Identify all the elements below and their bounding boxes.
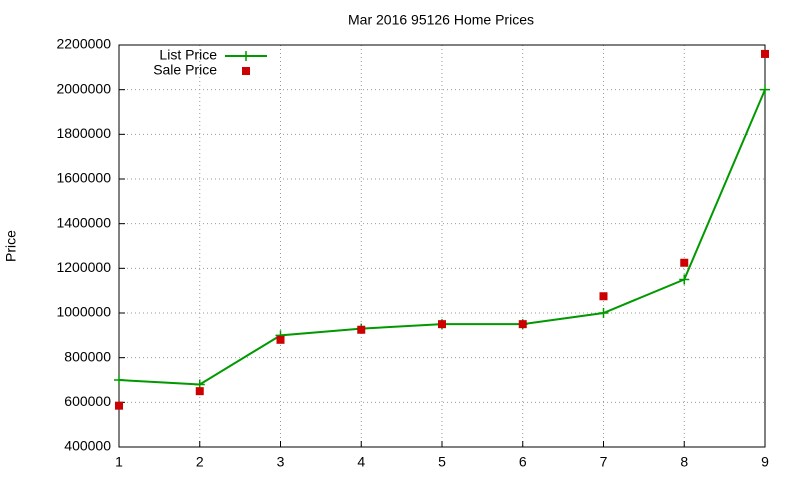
y-tick-label: 1800000 [56, 125, 111, 141]
point [438, 320, 446, 329]
point [518, 320, 527, 329]
point [599, 292, 608, 301]
y-tick-label: 1000000 [56, 304, 111, 320]
point [115, 401, 123, 410]
point [276, 335, 285, 344]
point [357, 325, 366, 334]
y-tick-label: 2200000 [56, 36, 111, 52]
point [679, 274, 690, 285]
point [195, 387, 204, 396]
x-tick-label: 1 [115, 454, 123, 470]
x-tick-label: 9 [761, 454, 769, 470]
plot-frame [118, 44, 766, 448]
x-tick-label: 3 [277, 454, 285, 470]
y-tick-label: 1200000 [56, 259, 111, 275]
point [598, 308, 609, 318]
x-tick-label: 6 [519, 454, 527, 470]
y-tick-label: 1400000 [56, 214, 111, 230]
x-tick-label: 5 [438, 454, 446, 470]
legend-label: List Price [159, 47, 217, 63]
legend-marker [241, 51, 251, 61]
point [761, 49, 769, 58]
y-tick-label: 800000 [64, 348, 111, 364]
y-axis-label: Price [3, 230, 19, 262]
x-tick-label: 4 [357, 454, 365, 470]
y-tick-label: 1600000 [56, 170, 111, 186]
legend-label: Sale Price [153, 62, 217, 78]
legend-marker [242, 67, 250, 75]
x-tick-label: 8 [680, 454, 688, 470]
point [680, 258, 689, 267]
y-tick-label: 2000000 [56, 80, 111, 96]
chart-title: Mar 2016 95126 Home Prices [348, 12, 534, 28]
y-tick-label: 400000 [64, 438, 111, 454]
point [760, 84, 770, 95]
y-tick-label: 600000 [64, 393, 111, 409]
x-tick-label: 7 [600, 454, 608, 470]
x-tick-label: 2 [196, 454, 204, 470]
point [114, 375, 124, 385]
